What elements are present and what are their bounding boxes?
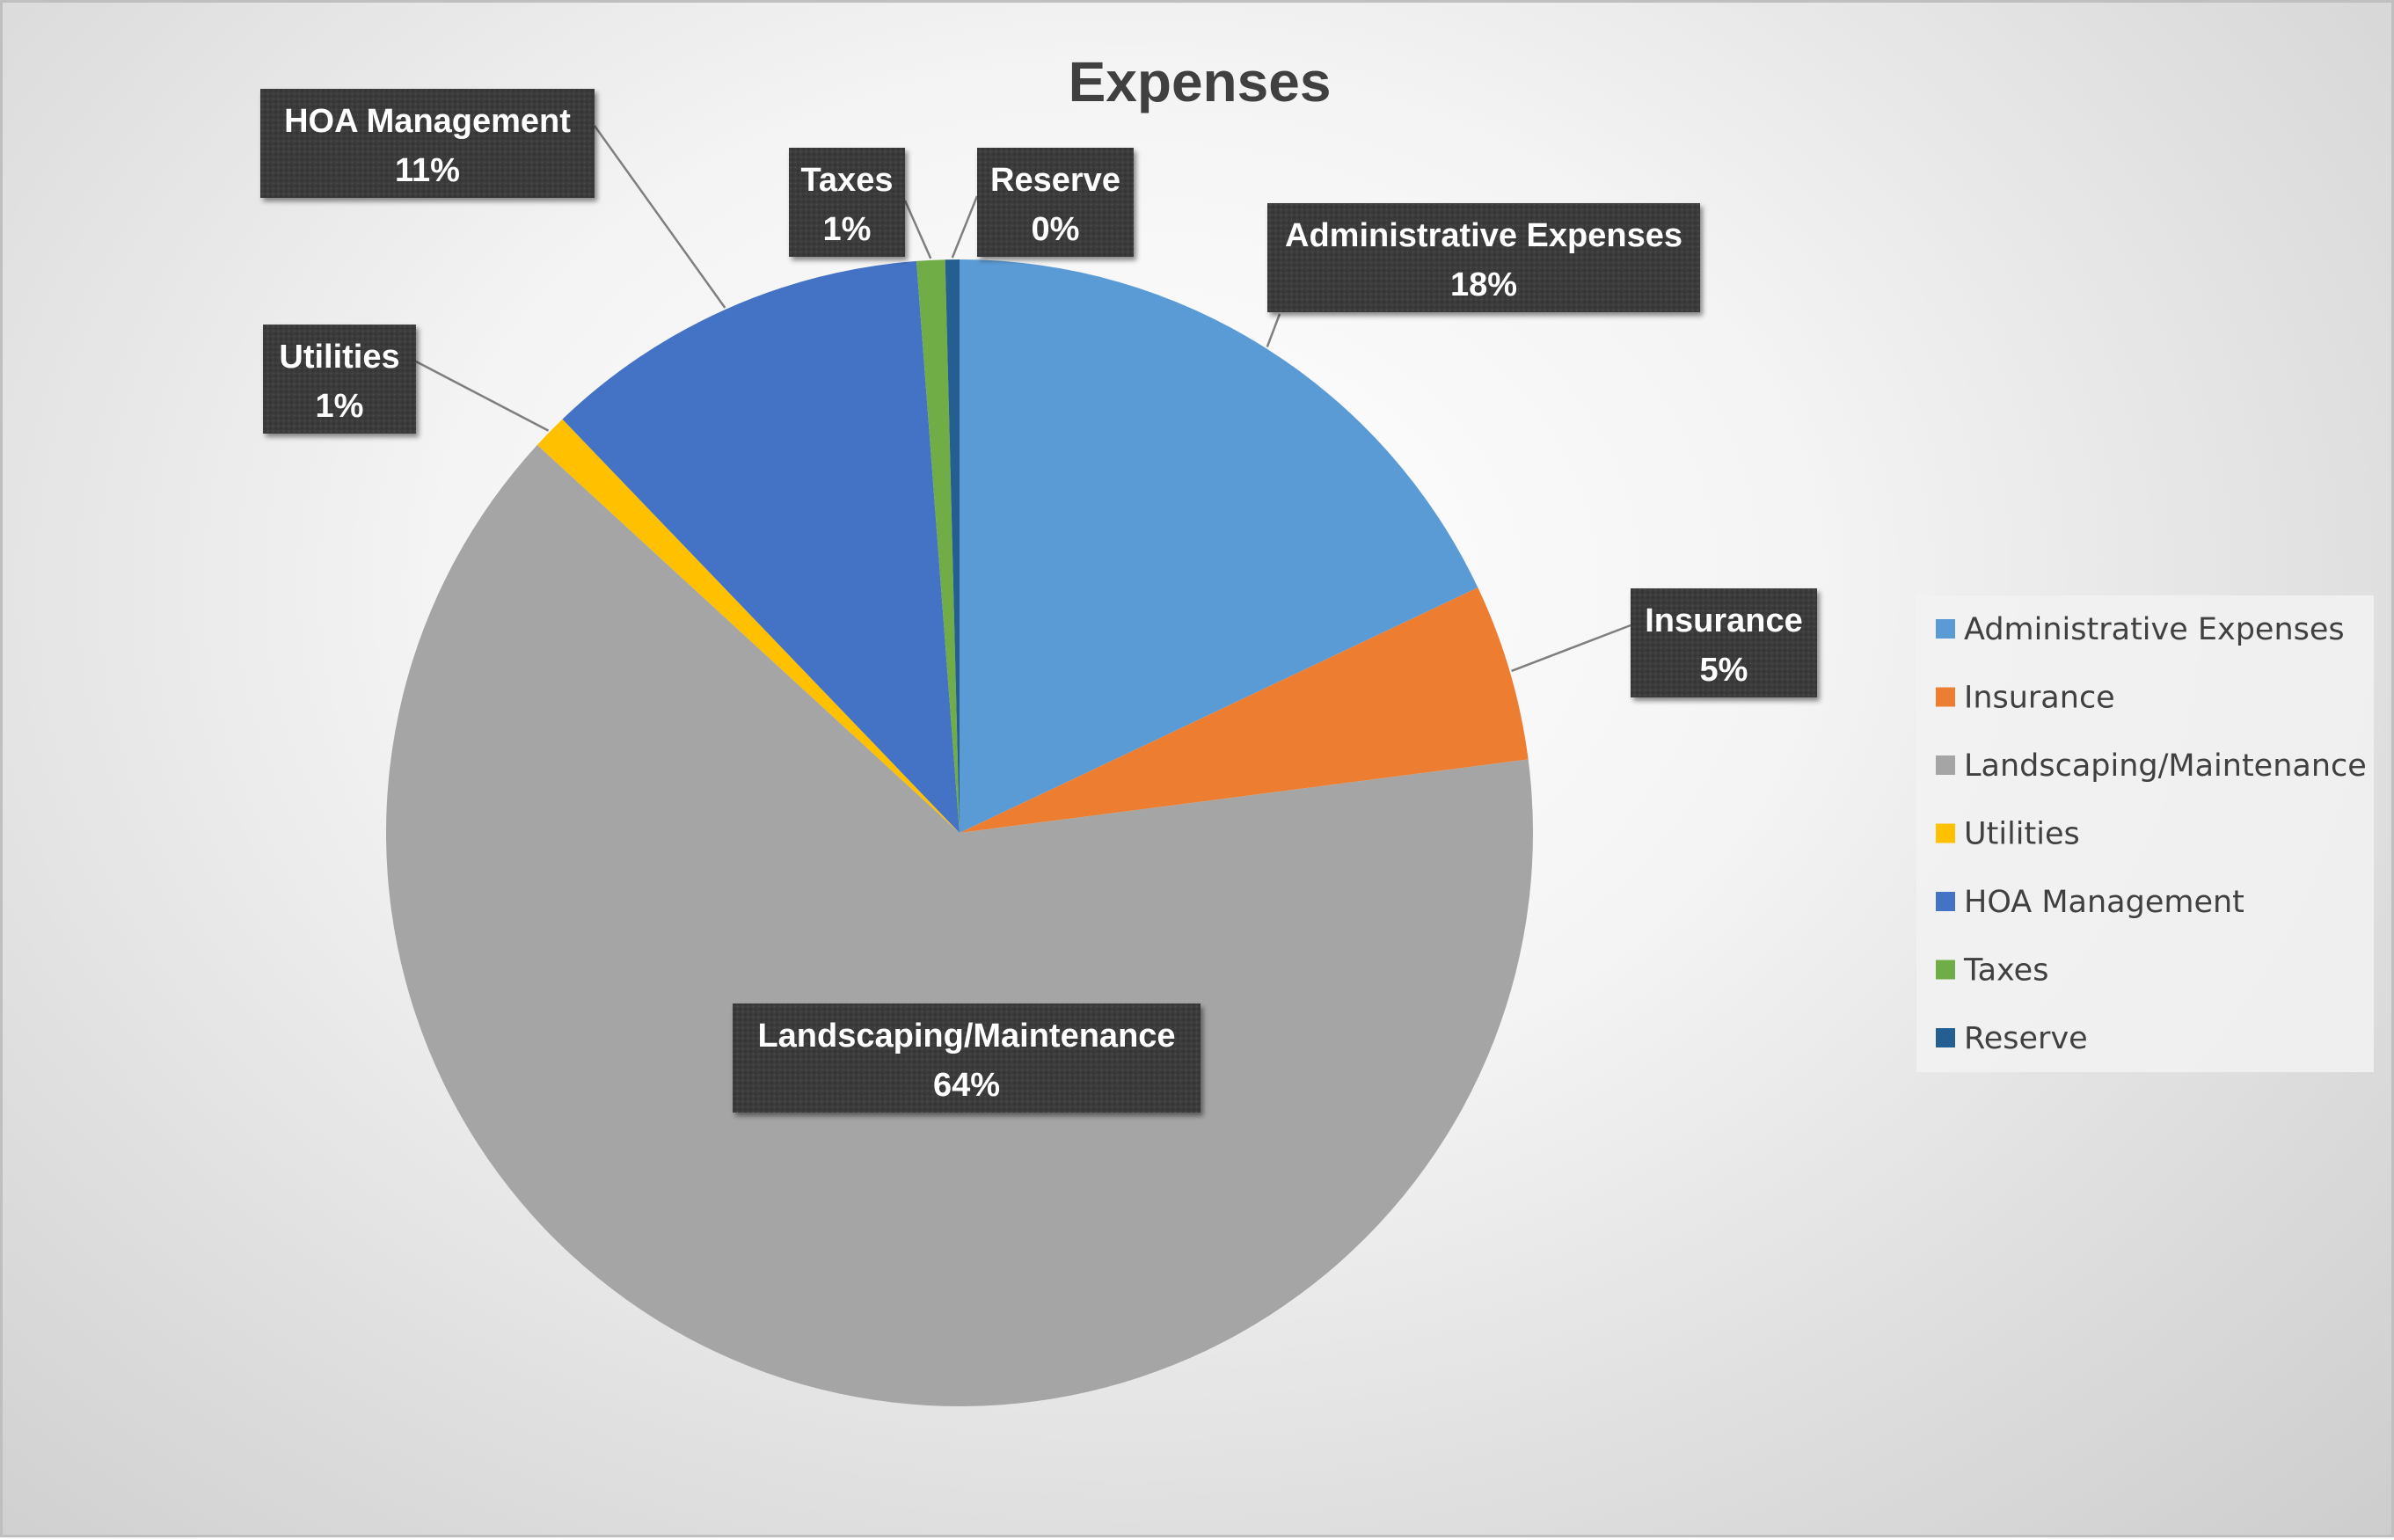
data-label-percent: 5%: [1700, 652, 1748, 689]
data-label-insurance: Insurance 5%: [1631, 588, 1817, 697]
pie-chart: Expenses Administrative Expenses 18% Insur…: [260, 50, 2374, 1406]
legend-label: HOA Management: [1964, 885, 2244, 920]
data-label-landscaping-maintenance: Landscaping/Maintenance 64%: [733, 1004, 1201, 1113]
legend-label: Reserve: [1964, 1021, 2088, 1056]
data-label-category: Insurance: [1645, 602, 1803, 639]
pie-slice-administrative-expenses: [960, 259, 1478, 833]
legend-label: Utilities: [1964, 817, 2080, 852]
data-labels: Administrative Expenses 18% Insurance 5% Lan…: [260, 89, 1817, 1113]
legend-swatch: [1936, 755, 1955, 775]
legend-item-administrative-expenses: Administrative Expenses: [1936, 612, 2345, 647]
leader-line-utilities: [415, 360, 550, 432]
legend-swatch: [1936, 687, 1955, 707]
data-label-box: [260, 89, 595, 198]
legend-swatch: [1936, 823, 1955, 843]
data-label-percent: 1%: [823, 211, 872, 248]
legend-label: Taxes: [1963, 953, 2048, 989]
pie-slice-landscaping-maintenance: [385, 444, 1533, 1406]
data-label-hoa-management: HOA Management 11%: [260, 89, 595, 198]
data-label-box: [1267, 203, 1700, 312]
legend-swatch: [1936, 1028, 1955, 1047]
leader-line-insurance: [1511, 624, 1631, 673]
legend-item-reserve: Reserve: [1936, 1021, 2088, 1056]
data-label-category: Taxes: [801, 162, 894, 199]
legend-background: [1916, 595, 2374, 1072]
pie-slices: [385, 259, 1533, 1406]
legend-swatch: [1936, 960, 1955, 980]
data-label-percent: 64%: [933, 1067, 1000, 1104]
data-label-category: Reserve: [990, 162, 1120, 199]
data-label-category: Utilities: [279, 339, 399, 376]
data-label-box: [263, 325, 416, 434]
data-label-category: Administrative Expenses: [1285, 217, 1682, 254]
leader-line-reserve: [951, 195, 979, 259]
pie-slice-reserve: [945, 259, 960, 833]
data-label-percent: 18%: [1450, 266, 1517, 303]
leader-line-administrative-expenses: [1266, 313, 1281, 347]
legend-swatch: [1936, 619, 1955, 639]
data-label-utilities: Utilities 1%: [263, 325, 416, 434]
data-label-reserve: Reserve 0%: [977, 148, 1134, 257]
legend-item-hoa-management: HOA Management: [1936, 885, 2244, 920]
legend-label: Landscaping/Maintenance: [1964, 748, 2367, 784]
legend-item-insurance: Insurance: [1936, 681, 2115, 716]
legend-label: Administrative Expenses: [1964, 612, 2345, 647]
legend-swatch: [1936, 892, 1955, 911]
legend-item-utilities: Utilities: [1936, 817, 2080, 852]
data-label-box: [977, 148, 1134, 257]
legend-label: Insurance: [1964, 681, 2115, 716]
pie-slice-taxes: [916, 259, 960, 833]
data-label-administrative-expenses: Administrative Expenses 18%: [1267, 203, 1700, 312]
chart-title: Expenses: [1069, 50, 1332, 113]
pie-slice-hoa-management: [562, 260, 960, 834]
leader-line-hoa-management: [593, 125, 726, 309]
leader-line-taxes: [903, 200, 932, 259]
legend-item-landscaping-maintenance: Landscaping/Maintenance: [1936, 748, 2367, 784]
leader-lines: [415, 125, 1631, 673]
data-label-box: [1631, 588, 1817, 697]
data-label-category: Landscaping/Maintenance: [757, 1018, 1175, 1055]
legend: Administrative Expenses Insurance Landscap…: [1916, 595, 2374, 1072]
data-label-percent: 11%: [395, 152, 460, 189]
legend-item-taxes: Taxes: [1936, 953, 2048, 989]
data-label-percent: 1%: [316, 388, 364, 425]
data-label-box: [733, 1004, 1201, 1113]
data-label-taxes: Taxes 1%: [789, 148, 905, 257]
data-label-category: HOA Management: [284, 103, 571, 140]
pie-slice-insurance: [960, 588, 1529, 833]
pie-slice-utilities: [536, 419, 960, 833]
data-label-box: [789, 148, 905, 257]
data-label-percent: 0%: [1032, 211, 1080, 248]
